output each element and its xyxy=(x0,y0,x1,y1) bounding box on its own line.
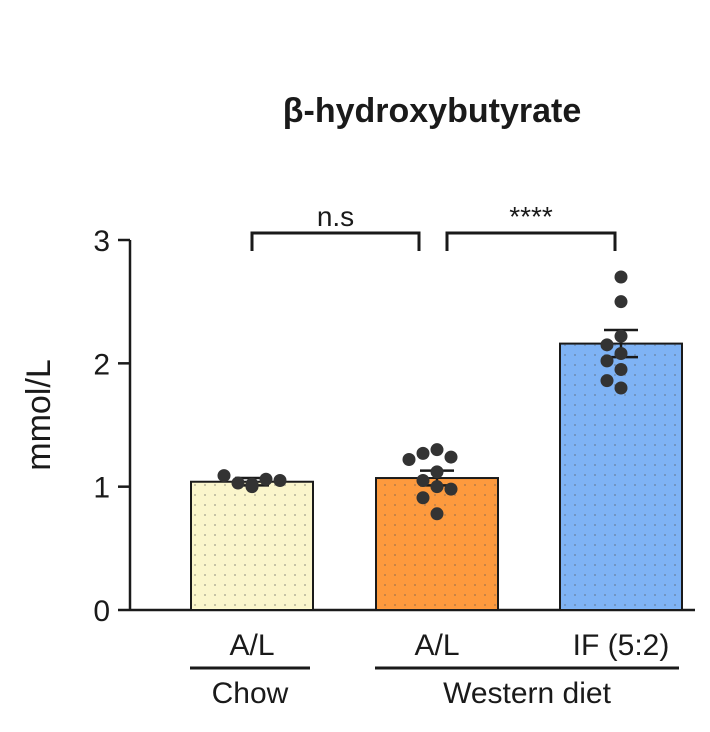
chart-title: β-hydroxybutyrate xyxy=(283,92,581,130)
data-point xyxy=(416,491,430,505)
data-point xyxy=(600,338,614,352)
data-point xyxy=(600,354,614,368)
y-tick-label: 0 xyxy=(93,595,110,628)
category-label-1: A/L xyxy=(229,629,274,662)
significance-label-2: **** xyxy=(509,201,553,232)
data-point xyxy=(231,476,245,490)
data-point xyxy=(273,474,287,487)
data-point xyxy=(614,270,628,284)
data-point xyxy=(430,443,444,457)
data-point xyxy=(430,480,444,494)
group-label-2: Western diet xyxy=(443,677,612,710)
category-label-3: IF (5:2) xyxy=(573,629,670,662)
data-point xyxy=(614,363,628,376)
data-point xyxy=(416,474,430,487)
data-point xyxy=(614,346,628,360)
data-point xyxy=(245,477,259,491)
data-point xyxy=(444,450,458,464)
data-point xyxy=(217,469,231,483)
category-label-2: A/L xyxy=(414,629,459,662)
y-tick-label: 1 xyxy=(93,472,110,505)
bar-2-pattern xyxy=(376,478,498,610)
data-point xyxy=(614,295,628,309)
data-point xyxy=(430,465,444,479)
group-label-1: Chow xyxy=(212,677,289,710)
y-tick-label: 2 xyxy=(93,348,110,381)
significance-label-1: n.s xyxy=(317,201,354,232)
y-tick-label: 3 xyxy=(93,225,110,258)
significance-bracket-1 xyxy=(250,231,421,251)
bar-1-pattern xyxy=(191,481,313,610)
data-point xyxy=(600,374,614,388)
data-point xyxy=(416,446,430,460)
data-point xyxy=(430,507,444,521)
y-axis-label: mmol/L xyxy=(20,359,58,470)
data-point xyxy=(614,381,628,395)
data-point xyxy=(402,453,416,467)
data-point xyxy=(259,472,273,486)
significance-bracket-2 xyxy=(445,231,617,251)
data-point xyxy=(614,329,628,343)
data-point xyxy=(444,482,458,496)
